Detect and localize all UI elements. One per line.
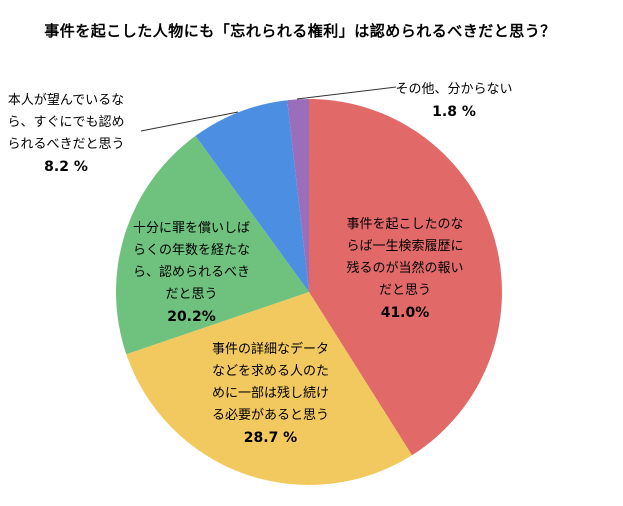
slice-label-text: 事件の詳細なデータなどを求める人のために一部は残し続ける必要があると思う [211,342,329,423]
leader-line-blue [140,111,239,132]
pie-slice-0[interactable] [309,99,502,456]
slice-label-green: 十分に罪を償いしばらくの年数を経たなら、認められるべきだと思う 20.2% [129,218,254,327]
slice-label-text: 本人が望んでいるなら、すぐにでも認められるべきだと思う [7,93,125,152]
slice-label-red: 事件を起こしたのならば一生検索履歴に残るのが当然の報いだと思う 41.0% [344,214,466,323]
slice-percent: 28.7 % [243,430,298,446]
slice-label-blue: 本人が望んでいるなら、すぐにでも認められるべきだと思う 8.2 % [2,90,130,177]
slice-percent: 20.2% [167,309,216,325]
leader-line-other [296,86,397,100]
slice-label-text: その他、分からない [395,82,513,97]
pie-slice-2[interactable] [116,135,309,355]
slice-percent: 1.8 % [432,104,476,120]
slice-percent: 41.0% [380,305,430,321]
slice-label-text: 事件を起こしたのならば一生検索履歴に残るのが当然の報いだと思う [346,217,464,298]
pie-slice-4[interactable] [287,99,309,292]
slice-percent: 8.2 % [44,159,88,175]
slice-label-text: 十分に罪を償いしばらくの年数を経たなら、認められるべきだと思う [132,221,250,302]
pie-slice-3[interactable] [195,100,309,293]
slice-label-other: その他、分からない 1.8 % [390,79,518,122]
slice-label-yellow: 事件の詳細なデータなどを求める人のために一部は残し続ける必要があると思う 28.… [207,339,334,448]
pie-slice-1[interactable] [126,292,412,485]
chart-title: 事件を起こした人物にも「忘れられる権利」は認められるべきだと思う？ [44,22,556,40]
